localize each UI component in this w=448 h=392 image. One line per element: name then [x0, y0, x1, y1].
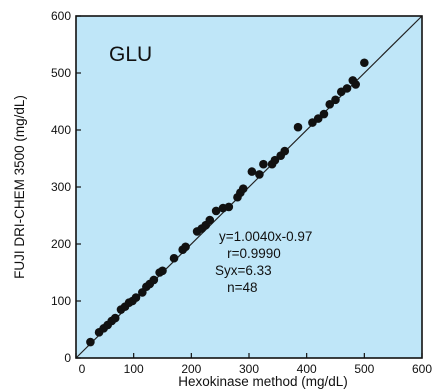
- data-point: [110, 313, 120, 323]
- x-tick-label: 500: [354, 362, 374, 376]
- y-tick-label: 0: [64, 351, 71, 365]
- data-point: [313, 114, 323, 123]
- data-point: [181, 242, 190, 252]
- data-point: [247, 167, 257, 176]
- data-point: [149, 275, 159, 285]
- y-tick-label: 300: [51, 180, 71, 194]
- data-points: [86, 58, 369, 347]
- data-point: [351, 80, 360, 89]
- panel-label: GLU: [109, 43, 152, 66]
- data-point: [211, 206, 221, 216]
- data-point: [342, 84, 352, 93]
- y-axis-title: FUJI DRI-CHEM 3500 (mg/dL): [12, 95, 27, 279]
- y-tick-label: 400: [51, 123, 71, 137]
- data-point: [205, 215, 215, 225]
- y-tick-label: 100: [51, 294, 71, 308]
- x-tick-label: 300: [239, 362, 259, 376]
- x-axis-title: Hexokinase method (mg/dL): [178, 374, 348, 389]
- y-tick-label: 200: [51, 237, 71, 251]
- data-point: [169, 253, 179, 263]
- regression-stats: y=1.0040x-0.97 r=0.9990 Syx=6.33 n=48: [215, 229, 312, 295]
- stat-line: r=0.9990: [227, 246, 281, 261]
- data-point: [331, 95, 340, 105]
- data-point: [293, 122, 303, 132]
- y-tick-label: 500: [51, 66, 71, 80]
- data-point: [158, 266, 167, 276]
- plot-frame: [75, 15, 423, 359]
- data-point: [131, 293, 141, 302]
- stat-line: n=48: [227, 280, 257, 295]
- data-point: [259, 159, 268, 169]
- data-point: [224, 202, 234, 212]
- x-tick-label: 100: [124, 362, 144, 376]
- data-point: [319, 109, 329, 119]
- x-tick-label: 400: [297, 362, 317, 376]
- x-tick-label: 0: [79, 362, 86, 376]
- data-point: [325, 100, 335, 109]
- stat-line: Syx=6.33: [215, 263, 272, 278]
- y-tick-label: 600: [51, 9, 71, 23]
- data-point: [255, 170, 264, 179]
- data-point: [270, 155, 280, 165]
- x-tick-label: 200: [181, 362, 201, 376]
- data-point: [360, 58, 369, 68]
- x-tick-label: 600: [412, 362, 432, 376]
- data-point: [86, 337, 95, 347]
- data-point: [280, 146, 290, 156]
- axis-ticks: 0 100 200 300 400 500 600 0 100 200 300 400 500 600: [51, 9, 432, 376]
- data-point: [238, 184, 248, 194]
- stat-line: y=1.0040x-0.97: [219, 229, 312, 244]
